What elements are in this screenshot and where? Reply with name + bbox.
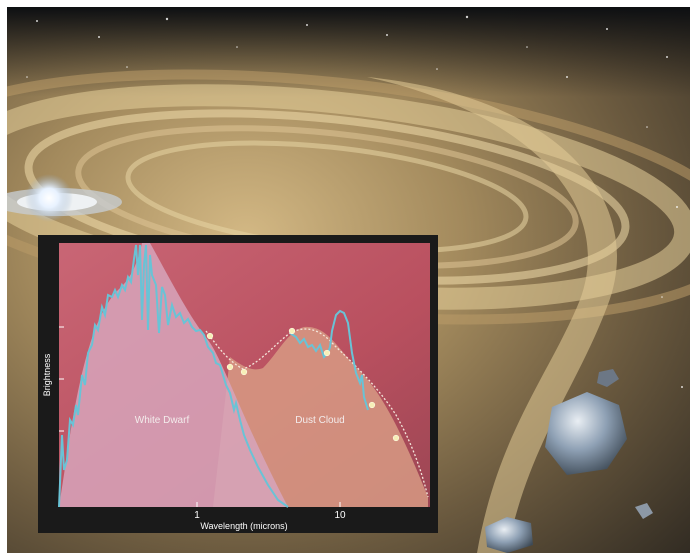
data-point <box>392 434 400 442</box>
data-point <box>206 332 214 340</box>
data-point <box>368 401 376 409</box>
data-point <box>226 363 234 371</box>
data-points <box>206 327 400 442</box>
region-label-dust-cloud: Dust Cloud <box>295 415 344 426</box>
y-axis-label: Brightness <box>42 353 52 396</box>
spectrum-line <box>58 244 289 508</box>
data-point <box>288 327 296 335</box>
spectrum-chart: White Dwarf Dust Cloud 1 10 Wavelength (… <box>38 235 438 533</box>
white-dwarf-region <box>59 243 288 507</box>
model-line <box>205 328 429 498</box>
x-tick-label: 10 <box>334 510 346 521</box>
data-point <box>240 368 248 376</box>
region-label-white-dwarf: White Dwarf <box>135 415 190 426</box>
x-axis-label: Wavelength (microns) <box>200 521 287 531</box>
dust-cloud-region <box>213 326 428 507</box>
axis-ticks <box>59 326 341 507</box>
x-tick-label: 1 <box>194 510 200 521</box>
data-point <box>323 349 331 357</box>
dust-spectrum-line <box>289 309 369 411</box>
